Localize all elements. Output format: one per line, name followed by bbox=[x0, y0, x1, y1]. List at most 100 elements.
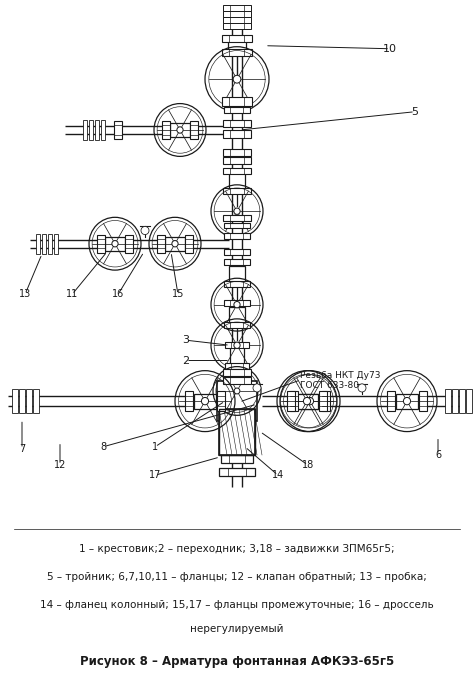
Text: ГОСТ 633-80: ГОСТ 633-80 bbox=[300, 381, 359, 390]
Bar bbox=[83, 120, 87, 140]
Text: 15: 15 bbox=[172, 290, 184, 299]
Bar bbox=[223, 11, 251, 17]
Bar bbox=[162, 121, 170, 139]
Text: 7: 7 bbox=[19, 444, 25, 454]
Text: 1 – крестовик;2 – переходник; 3,18 – задвижки ЗПМ65г5;: 1 – крестовик;2 – переходник; 3,18 – зад… bbox=[79, 544, 395, 554]
Bar bbox=[224, 322, 250, 328]
Bar bbox=[42, 234, 46, 254]
Circle shape bbox=[172, 240, 178, 247]
Bar bbox=[287, 391, 295, 411]
Bar bbox=[322, 391, 330, 411]
Text: 5 – тройник; 6,7,10,11 – фланцы; 12 – клапан обратный; 13 – пробка;: 5 – тройник; 6,7,10,11 – фланцы; 12 – кл… bbox=[47, 572, 427, 582]
Bar bbox=[445, 389, 451, 413]
Bar bbox=[290, 391, 298, 411]
Bar bbox=[219, 409, 255, 455]
Bar bbox=[222, 97, 252, 106]
Bar bbox=[396, 393, 418, 409]
Bar bbox=[223, 157, 251, 164]
Circle shape bbox=[141, 226, 149, 234]
Bar bbox=[12, 389, 18, 413]
Bar bbox=[219, 468, 255, 476]
Bar bbox=[224, 106, 250, 112]
Bar bbox=[33, 389, 39, 413]
Bar bbox=[223, 131, 251, 137]
Bar bbox=[224, 299, 250, 305]
Bar bbox=[225, 362, 249, 368]
Bar bbox=[101, 120, 105, 140]
Bar bbox=[217, 391, 225, 411]
Bar bbox=[95, 120, 99, 140]
Bar bbox=[223, 23, 251, 29]
Bar bbox=[224, 281, 250, 287]
Circle shape bbox=[234, 301, 240, 308]
Bar bbox=[224, 223, 250, 228]
Bar bbox=[387, 391, 395, 411]
Text: нерегулируемый: нерегулируемый bbox=[190, 624, 284, 634]
Text: 14 – фланец колонный; 15,17 – фланцы промежуточные; 16 – дроссель: 14 – фланец колонный; 15,17 – фланцы про… bbox=[40, 600, 434, 611]
Text: 18: 18 bbox=[302, 460, 314, 470]
Bar bbox=[224, 248, 250, 255]
Circle shape bbox=[358, 384, 366, 392]
Circle shape bbox=[303, 397, 310, 405]
Bar bbox=[223, 149, 251, 156]
Bar bbox=[165, 236, 185, 250]
Text: 12: 12 bbox=[54, 460, 66, 470]
Bar bbox=[217, 380, 257, 421]
Circle shape bbox=[403, 397, 410, 405]
Bar bbox=[170, 123, 190, 137]
Bar bbox=[229, 307, 245, 323]
Bar bbox=[125, 234, 133, 253]
Bar bbox=[36, 234, 40, 254]
Bar bbox=[222, 49, 252, 56]
Text: 1: 1 bbox=[152, 442, 158, 452]
Text: 5: 5 bbox=[411, 107, 419, 116]
Circle shape bbox=[234, 208, 240, 215]
Text: 10: 10 bbox=[383, 44, 397, 53]
Circle shape bbox=[234, 342, 240, 349]
Text: Рисунок 8 – Арматура фонтанная АФКЭЗ-65г5: Рисунок 8 – Арматура фонтанная АФКЭЗ-65г… bbox=[80, 655, 394, 668]
Circle shape bbox=[233, 75, 241, 83]
Bar bbox=[97, 234, 105, 253]
Bar bbox=[219, 409, 255, 455]
Bar bbox=[230, 347, 244, 364]
Text: 11: 11 bbox=[66, 290, 78, 299]
Bar bbox=[224, 232, 250, 238]
Text: 8: 8 bbox=[100, 442, 106, 452]
Bar bbox=[228, 37, 246, 55]
Bar bbox=[19, 389, 25, 413]
Text: 2: 2 bbox=[182, 355, 190, 366]
Bar bbox=[223, 17, 251, 23]
Bar bbox=[229, 266, 245, 282]
Bar bbox=[54, 234, 58, 254]
Text: Резьба НКТ Ду73: Резьба НКТ Ду73 bbox=[300, 371, 381, 380]
Bar bbox=[48, 234, 52, 254]
Bar bbox=[185, 234, 193, 253]
Bar bbox=[26, 389, 32, 413]
Bar bbox=[459, 389, 465, 413]
Bar bbox=[296, 393, 318, 409]
Circle shape bbox=[234, 388, 240, 394]
Text: 13: 13 bbox=[19, 290, 31, 299]
Bar bbox=[223, 215, 251, 221]
Bar bbox=[223, 188, 251, 194]
Bar bbox=[223, 5, 251, 11]
Circle shape bbox=[306, 397, 314, 405]
Bar bbox=[89, 120, 93, 140]
Bar bbox=[185, 391, 193, 411]
Circle shape bbox=[253, 384, 261, 392]
Text: 6: 6 bbox=[435, 450, 441, 460]
Bar bbox=[223, 369, 251, 376]
Text: 16: 16 bbox=[112, 290, 124, 299]
Bar bbox=[222, 35, 252, 42]
Bar bbox=[319, 391, 327, 411]
Bar bbox=[224, 259, 250, 265]
Bar bbox=[157, 234, 165, 253]
Bar bbox=[114, 121, 122, 139]
Bar bbox=[223, 121, 251, 127]
Bar bbox=[466, 389, 472, 413]
Bar bbox=[223, 167, 251, 173]
Bar bbox=[225, 342, 249, 348]
Text: 17: 17 bbox=[149, 471, 161, 480]
Circle shape bbox=[112, 240, 118, 247]
Text: 3: 3 bbox=[182, 335, 190, 345]
